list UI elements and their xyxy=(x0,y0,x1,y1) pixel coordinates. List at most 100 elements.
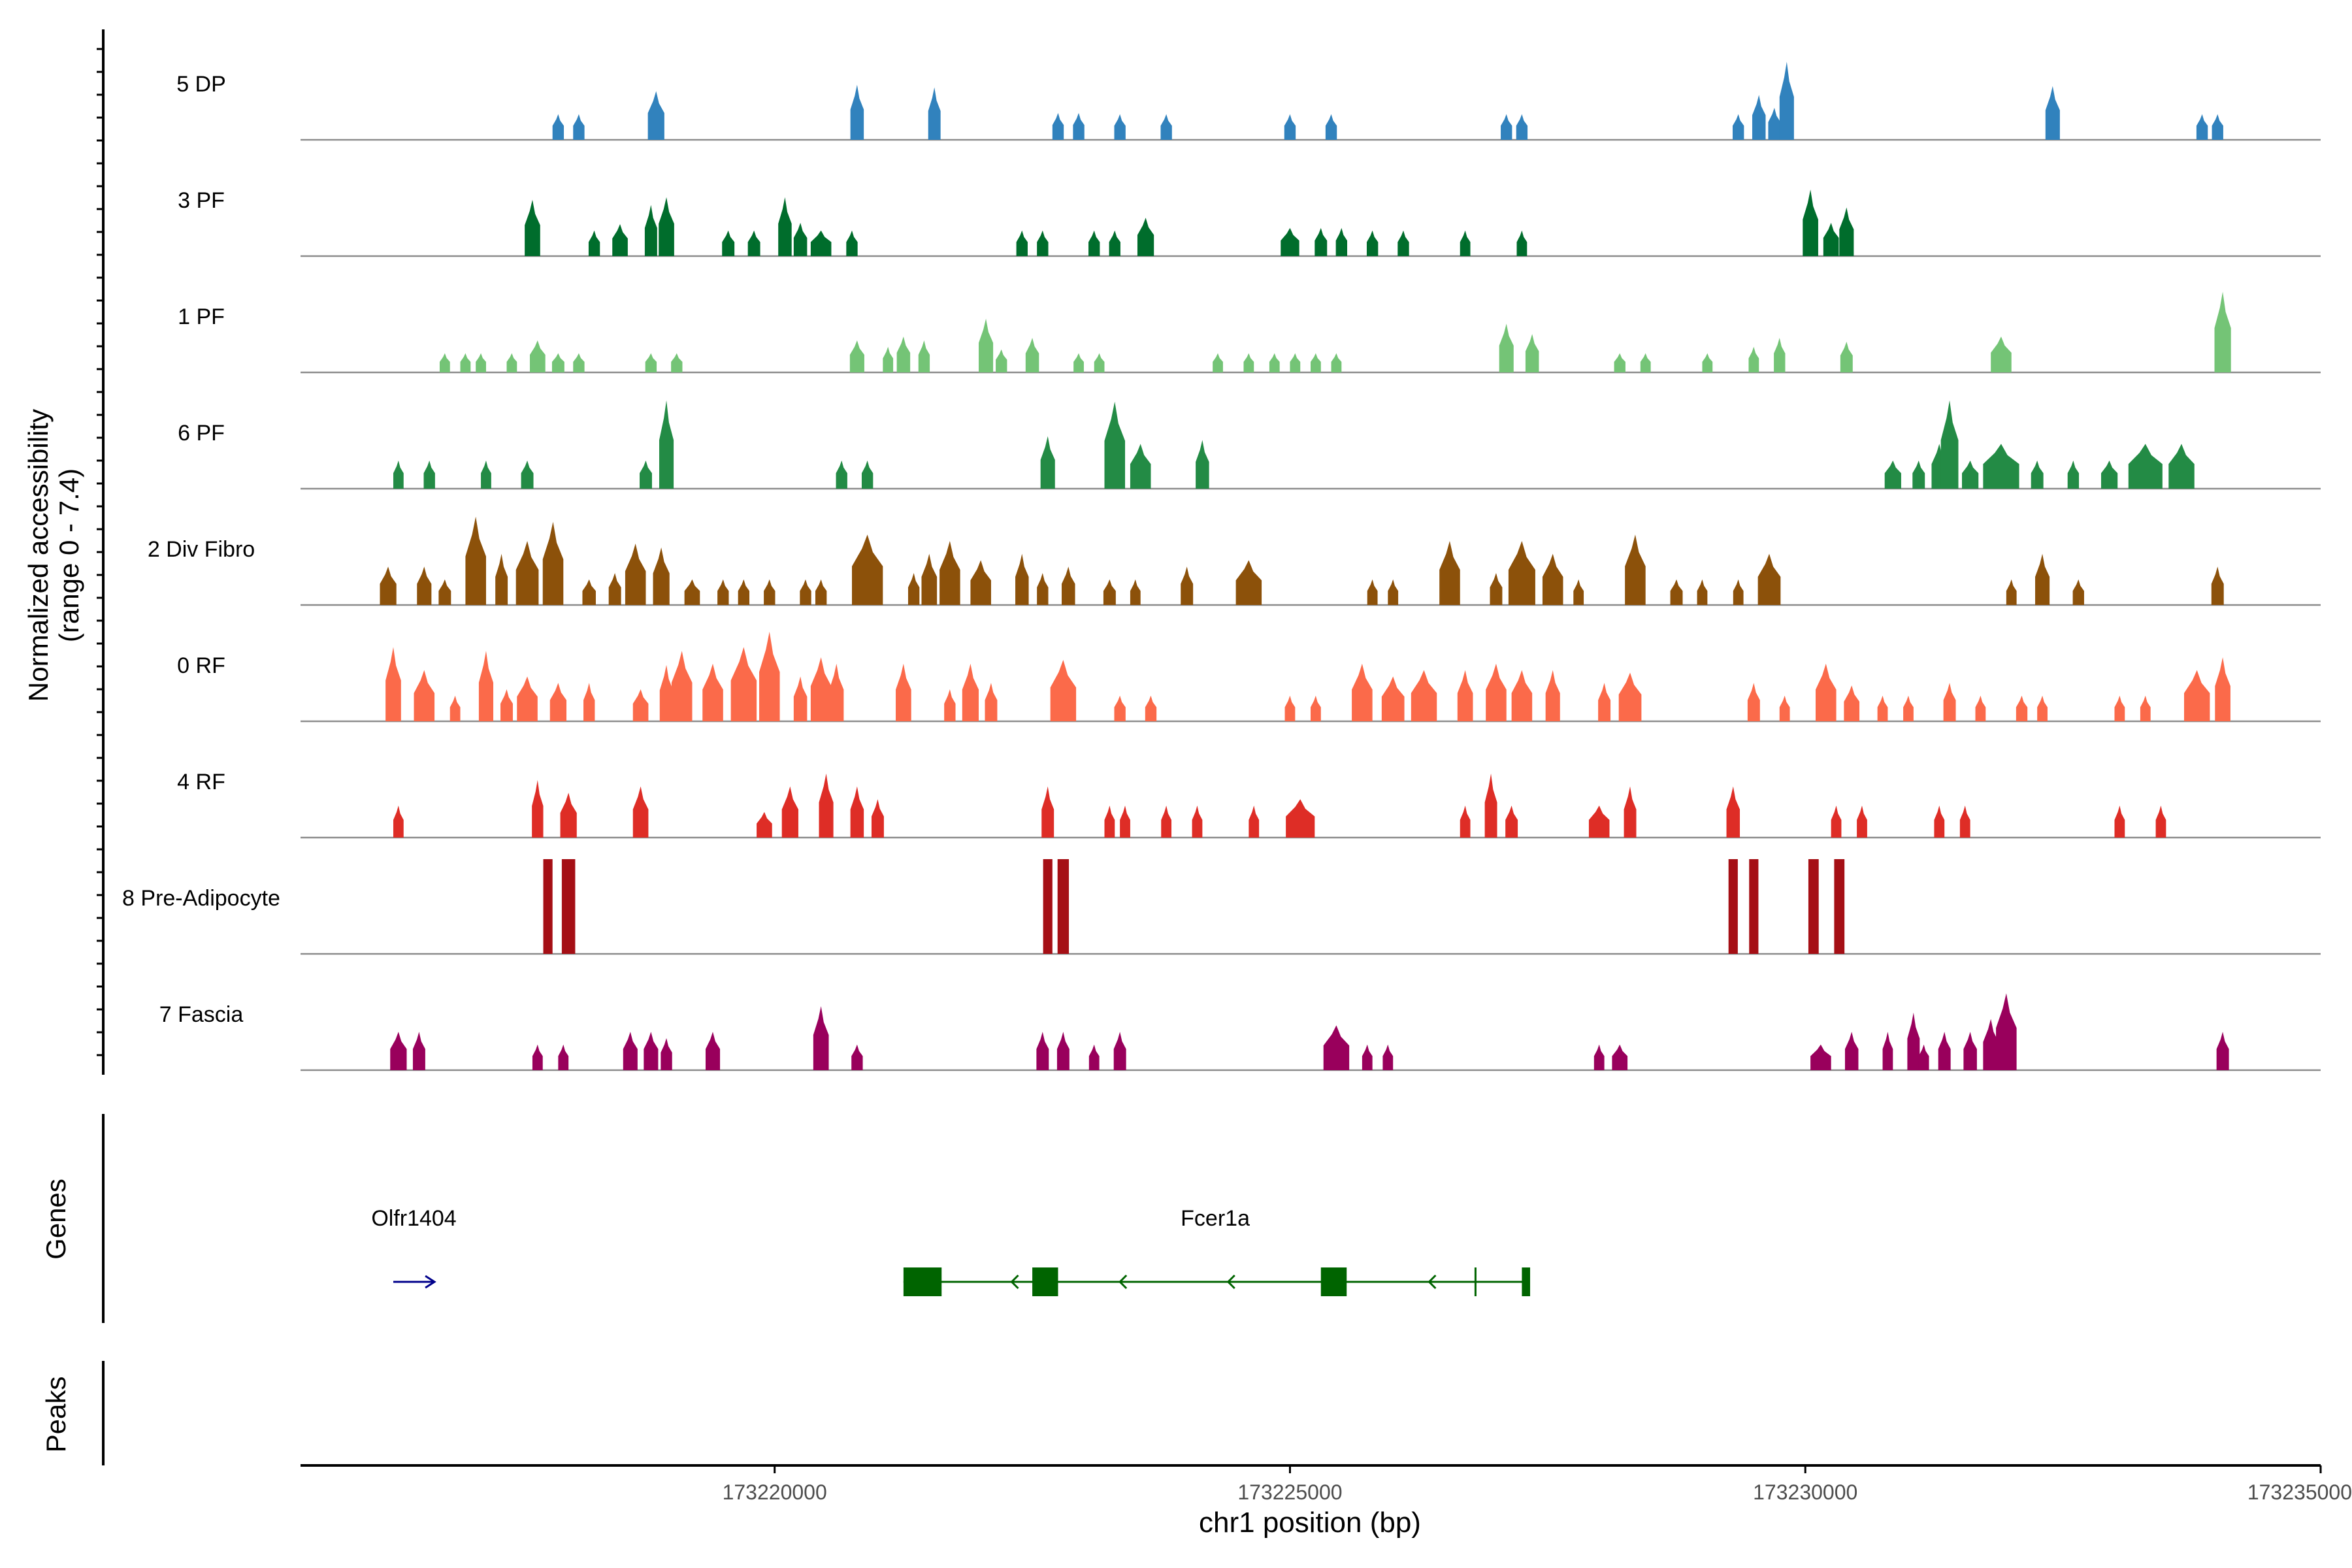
coverage-peak xyxy=(1749,859,1759,954)
coverage-peak xyxy=(1810,1044,1831,1070)
coverage-peak xyxy=(1844,685,1860,721)
coverage-peak xyxy=(1934,806,1945,838)
coverage-peak xyxy=(517,676,538,721)
coverage-peak xyxy=(1490,573,1503,605)
coverage-peak xyxy=(1640,353,1651,372)
coverage-peak xyxy=(1625,534,1646,605)
coverage-peak xyxy=(1281,227,1299,256)
coverage-peak xyxy=(1593,1044,1605,1070)
coverage-peak xyxy=(393,806,404,838)
coverage-peak xyxy=(500,689,513,721)
coverage-peak xyxy=(1315,227,1328,256)
coverage-peak xyxy=(871,799,884,838)
coverage-peak xyxy=(495,553,508,605)
coverage-peak xyxy=(1015,553,1029,605)
coverage-peak xyxy=(1834,859,1845,954)
x-axis-label: chr1 position (bp) xyxy=(1199,1507,1421,1539)
track-7-fascia: 7 Fascia xyxy=(159,993,2321,1071)
coverage-peak xyxy=(996,349,1007,372)
coverage-peak xyxy=(414,670,435,721)
coverage-peak xyxy=(1041,786,1054,838)
coverage-peak xyxy=(1545,670,1560,721)
coverage-peak xyxy=(1963,1032,1977,1070)
coverage-peak xyxy=(1486,663,1507,721)
coverage-peak xyxy=(1803,189,1818,256)
coverage-peak xyxy=(1882,1032,1893,1070)
coverage-peak xyxy=(640,460,652,489)
coverage-peak xyxy=(1991,336,2012,372)
coverage-peak xyxy=(829,663,844,721)
coverage-peak xyxy=(1381,676,1405,721)
coverage-peak xyxy=(684,579,700,605)
coverage-peak xyxy=(1460,230,1471,256)
coverage-peak xyxy=(1113,1032,1126,1070)
coverage-peak xyxy=(1120,806,1130,838)
coverage-peak xyxy=(1884,460,1901,489)
coverage-peak xyxy=(1460,806,1471,838)
track-label: 0 RF xyxy=(177,653,225,678)
coverage-peak xyxy=(757,811,772,838)
coverage-peak xyxy=(985,683,998,721)
coverage-peak xyxy=(1235,560,1262,605)
coverage-peak xyxy=(671,651,693,721)
coverage-peak xyxy=(1388,579,1399,605)
coverage-peak xyxy=(449,695,461,721)
coverage-peak xyxy=(2140,695,2151,721)
coverage-peak xyxy=(647,91,664,140)
coverage-peak xyxy=(583,683,595,721)
coverage-peak xyxy=(1367,579,1378,605)
coverage-peak xyxy=(1094,353,1105,372)
strand-arrow-icon xyxy=(1119,1274,1128,1290)
coverage-peak xyxy=(1499,323,1514,372)
coverage-peak xyxy=(612,224,628,256)
coverage-peak xyxy=(907,573,920,605)
coverage-peak xyxy=(1366,230,1379,256)
coverage-peak xyxy=(525,199,540,256)
coverage-peak xyxy=(1618,672,1642,721)
x-tick-label: 173220000 xyxy=(723,1480,827,1504)
strand-arrow-icon xyxy=(1226,1274,1235,1290)
coverage-peak xyxy=(2006,579,2017,605)
coverage-peak xyxy=(813,1006,829,1070)
coverage-peak xyxy=(423,460,435,489)
coverage-peak xyxy=(1516,114,1528,140)
coverage-peak xyxy=(1036,1032,1049,1070)
track-label: 7 Fascia xyxy=(159,1002,244,1027)
coverage-peak xyxy=(1844,1032,1859,1070)
coverage-peak xyxy=(921,553,938,605)
coverage-peak xyxy=(659,400,674,489)
coverage-peak xyxy=(849,340,864,372)
coverage-peak xyxy=(1779,61,1794,140)
coverage-peak xyxy=(1918,1044,1929,1070)
coverage-peak xyxy=(1284,695,1296,721)
track-label: 8 Pre-Adipocyte xyxy=(122,886,280,911)
coverage-peak xyxy=(412,1032,425,1070)
coverage-peak xyxy=(551,353,564,372)
coverage-peak xyxy=(2211,566,2224,605)
coverage-peak xyxy=(781,786,798,838)
coverage-peak xyxy=(390,1032,407,1070)
coverage-peak xyxy=(2072,579,2084,605)
coverage-peak xyxy=(1016,230,1028,256)
coverage-peak xyxy=(1823,223,1839,256)
coverage-peak xyxy=(850,84,864,140)
coverage-peak xyxy=(542,521,564,605)
coverage-peak xyxy=(1052,112,1064,140)
coverage-peak xyxy=(1323,1025,1350,1070)
coverage-peak xyxy=(1839,207,1854,256)
coverage-peak xyxy=(1088,1044,1100,1070)
coverage-peak xyxy=(939,541,960,605)
track-label: 4 RF xyxy=(177,770,225,794)
coverage-peak xyxy=(1249,806,1260,838)
coverage-peak xyxy=(764,579,776,605)
coverage-peak xyxy=(1050,659,1077,721)
coverage-peak xyxy=(1073,353,1084,372)
coverage-peak xyxy=(1702,353,1713,372)
coverage-peak xyxy=(385,647,401,721)
coverage-peak xyxy=(608,573,621,605)
coverage-peak xyxy=(1411,670,1437,721)
coverage-peak xyxy=(819,774,834,838)
coverage-peak xyxy=(623,1032,638,1070)
coverage-peak xyxy=(1588,806,1610,838)
coverage-peak xyxy=(1137,218,1154,256)
